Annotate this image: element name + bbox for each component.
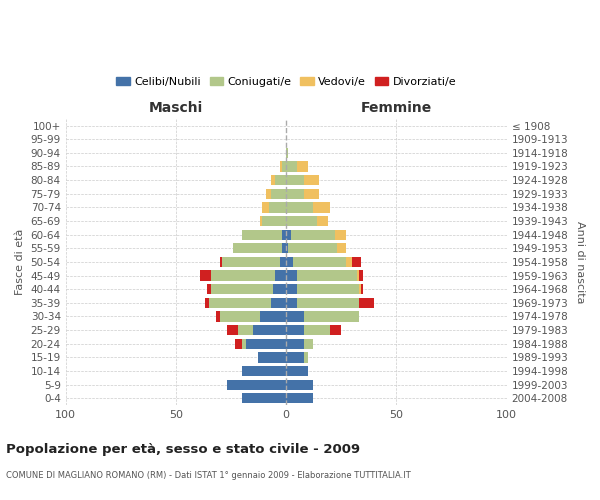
Bar <box>297 284 359 294</box>
Bar <box>262 202 269 212</box>
Bar <box>227 325 238 335</box>
Text: Maschi: Maschi <box>149 100 203 114</box>
Bar <box>352 257 361 267</box>
Bar <box>220 312 260 322</box>
Bar <box>215 312 220 322</box>
Bar <box>297 298 359 308</box>
Bar <box>200 270 211 280</box>
Bar <box>304 352 308 362</box>
Bar <box>257 352 286 362</box>
Bar <box>286 230 290 240</box>
Legend: Celibi/Nubili, Coniugati/e, Vedovi/e, Divorziati/e: Celibi/Nubili, Coniugati/e, Vedovi/e, Di… <box>112 72 461 92</box>
Bar <box>233 243 282 254</box>
Bar <box>337 243 346 254</box>
Bar <box>357 270 359 280</box>
Bar <box>262 216 286 226</box>
Bar <box>242 366 286 376</box>
Bar <box>242 338 247 349</box>
Bar <box>271 298 286 308</box>
Bar <box>280 162 282 172</box>
Bar <box>260 312 286 322</box>
Y-axis label: Fasce di età: Fasce di età <box>15 229 25 295</box>
Bar <box>271 175 275 185</box>
Bar <box>286 257 293 267</box>
Bar <box>235 338 242 349</box>
Bar <box>220 257 222 267</box>
Bar <box>286 243 289 254</box>
Bar <box>286 366 308 376</box>
Text: COMUNE DI MAGLIANO ROMANO (RM) - Dati ISTAT 1° gennaio 2009 - Elaborazione TUTTI: COMUNE DI MAGLIANO ROMANO (RM) - Dati IS… <box>6 470 411 480</box>
Bar <box>247 338 286 349</box>
Bar <box>297 270 357 280</box>
Bar <box>286 188 304 199</box>
Bar <box>205 298 209 308</box>
Bar <box>286 202 313 212</box>
Bar <box>209 298 271 308</box>
Bar <box>359 284 361 294</box>
Bar <box>266 188 271 199</box>
Bar <box>361 284 364 294</box>
Bar <box>211 284 273 294</box>
Bar <box>253 325 286 335</box>
Bar <box>286 216 317 226</box>
Bar <box>359 298 374 308</box>
Bar <box>286 380 313 390</box>
Bar <box>359 270 364 280</box>
Bar <box>286 175 304 185</box>
Bar <box>242 230 282 240</box>
Bar <box>286 393 313 404</box>
Bar <box>280 257 286 267</box>
Bar <box>317 216 328 226</box>
Bar <box>304 338 313 349</box>
Bar <box>304 175 319 185</box>
Bar <box>293 257 346 267</box>
Bar <box>286 284 297 294</box>
Bar <box>222 257 280 267</box>
Bar <box>275 270 286 280</box>
Bar <box>286 352 304 362</box>
Bar <box>282 162 286 172</box>
Bar <box>304 312 359 322</box>
Bar <box>290 230 335 240</box>
Bar <box>286 148 289 158</box>
Bar <box>304 325 331 335</box>
Bar <box>271 188 286 199</box>
Bar <box>211 270 275 280</box>
Bar <box>346 257 352 267</box>
Y-axis label: Anni di nascita: Anni di nascita <box>575 220 585 303</box>
Bar <box>286 270 297 280</box>
Bar <box>313 202 331 212</box>
Bar <box>260 216 262 226</box>
Bar <box>304 188 319 199</box>
Bar <box>331 325 341 335</box>
Bar <box>286 325 304 335</box>
Bar <box>275 175 286 185</box>
Bar <box>297 162 308 172</box>
Bar <box>273 284 286 294</box>
Bar <box>286 338 304 349</box>
Bar <box>282 243 286 254</box>
Bar <box>207 284 211 294</box>
Bar <box>335 230 346 240</box>
Bar <box>242 393 286 404</box>
Text: Femmine: Femmine <box>361 100 432 114</box>
Bar <box>286 298 297 308</box>
Text: Popolazione per età, sesso e stato civile - 2009: Popolazione per età, sesso e stato civil… <box>6 442 360 456</box>
Bar <box>269 202 286 212</box>
Bar <box>238 325 253 335</box>
Bar <box>282 230 286 240</box>
Bar <box>286 162 297 172</box>
Bar <box>289 243 337 254</box>
Bar <box>286 312 304 322</box>
Bar <box>227 380 286 390</box>
